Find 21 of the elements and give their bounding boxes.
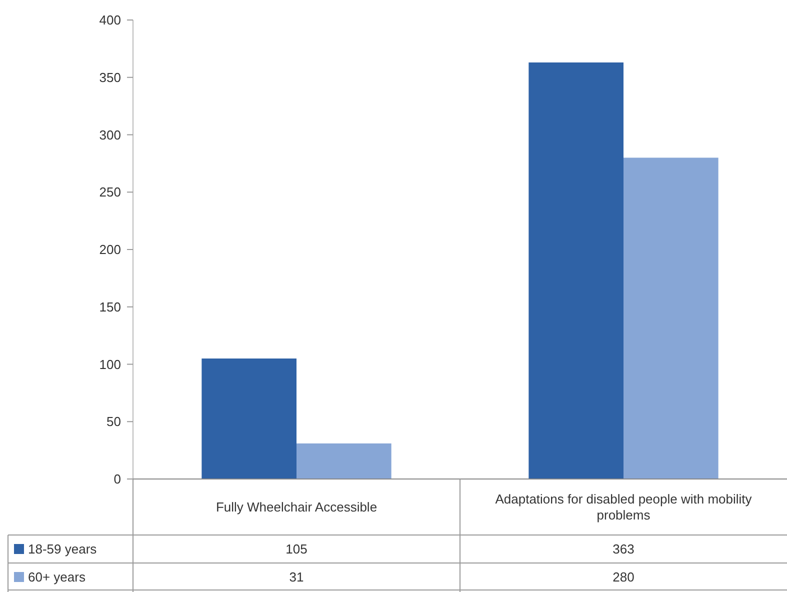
y-tick-label: 150 [99,299,121,314]
bar [202,358,296,479]
y-tick-label: 50 [106,414,121,430]
bar [624,158,718,479]
data-label: 363 [612,542,634,557]
data-label: 280 [612,570,634,585]
y-tick-label: 100 [99,356,121,372]
y-tick-label: 0 [114,472,121,487]
y-tick-label: 300 [99,127,121,142]
y-tick-label: 400 [99,12,121,28]
data-label: 31 [289,570,304,585]
y-tick-label: 250 [99,184,121,200]
y-tick-label: 350 [99,70,121,85]
bar [296,443,392,479]
data-label: 105 [286,542,308,557]
bar [528,62,624,479]
x-tick-label: Fully Wheelchair Accessible [216,500,378,515]
legend-label: 18-59 years [28,542,98,557]
x-tick-label: Adaptations for disabled people with mobility problems [495,492,752,523]
legend-label: 60+ years [28,570,86,585]
y-tick-label: 200 [99,242,121,258]
